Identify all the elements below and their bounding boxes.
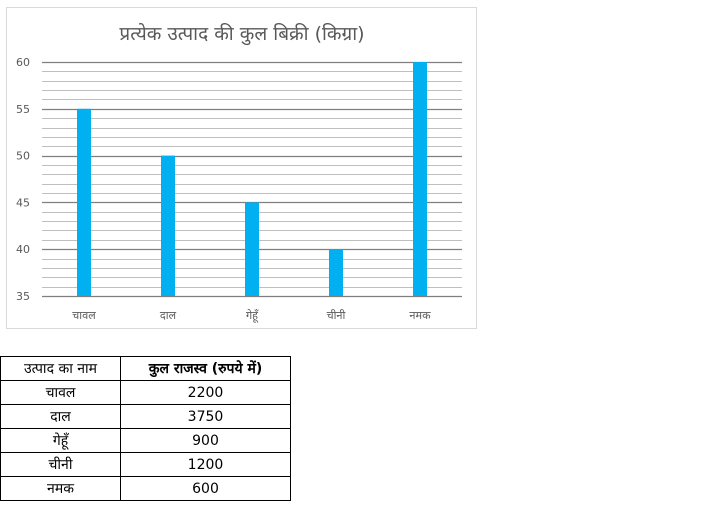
gridlines (42, 61, 462, 298)
product-name-cell: दाल (0, 404, 121, 429)
x-category-label: दाल (160, 309, 177, 322)
product-name-cell: गेहूँ (0, 428, 121, 453)
revenue-cell: 3750 (120, 404, 291, 429)
bar (413, 62, 427, 296)
bar (245, 202, 259, 296)
table-row: चीनी 1200 (0, 452, 291, 477)
revenue-cell: 2200 (120, 380, 291, 405)
product-name-cell: चीनी (0, 452, 121, 477)
y-tick-label: 55 (16, 103, 30, 116)
x-category-label: गेहूँ (246, 309, 259, 323)
bar (77, 108, 91, 296)
header-total-revenue: कुल राजस्व (रुपये में) (120, 356, 291, 381)
y-tick-label: 50 (16, 150, 30, 163)
bars (77, 62, 427, 296)
revenue-cell: 900 (120, 428, 291, 453)
table-row: दाल 3750 (0, 404, 291, 429)
y-axis-ticks: 35 40 45 50 55 60 (16, 56, 30, 303)
revenue-cell: 600 (120, 476, 291, 501)
chart-title: प्रत्येक उत्पाद की कुल बिक्री (किग्रा) (119, 22, 364, 46)
bar (329, 249, 343, 296)
table-header-row: उत्पाद का नाम कुल राजस्व (रुपये में) (0, 356, 291, 381)
bar-chart: प्रत्येक उत्पाद की कुल बिक्री (किग्रा) 3… (16, 22, 462, 323)
bar (161, 155, 175, 296)
header-product-name: उत्पाद का नाम (0, 356, 121, 381)
y-tick-label: 45 (16, 196, 30, 209)
y-tick-label: 40 (16, 243, 30, 256)
chart-panel: प्रत्येक उत्पाद की कुल बिक्री (किग्रा) 3… (6, 7, 477, 329)
y-tick-label: 35 (16, 290, 30, 303)
x-category-label: चीनी (327, 309, 346, 322)
x-axis-categories: चावल दाल गेहूँ चीनी नमक (72, 309, 431, 323)
table-row: चावल 2200 (0, 380, 291, 405)
y-tick-label: 60 (16, 56, 30, 69)
table-row: नमक 600 (0, 476, 291, 501)
table-row: गेहूँ 900 (0, 428, 291, 453)
x-category-label: नमक (409, 309, 431, 322)
revenue-table: उत्पाद का नाम कुल राजस्व (रुपये में) चाव… (0, 356, 291, 501)
product-name-cell: चावल (0, 380, 121, 405)
product-name-cell: नमक (0, 476, 121, 501)
revenue-cell: 1200 (120, 452, 291, 477)
x-category-label: चावल (72, 309, 96, 322)
